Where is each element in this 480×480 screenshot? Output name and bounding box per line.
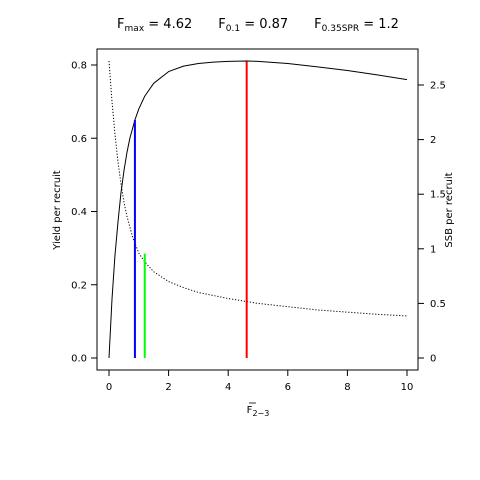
y-axis-left-label: Yield per recruit bbox=[52, 170, 63, 251]
x-tick-label: 4 bbox=[225, 382, 231, 393]
series-line-right bbox=[108, 60, 408, 317]
title-symbol: F bbox=[314, 17, 321, 32]
y-right-tick-label: 1 bbox=[430, 244, 436, 255]
series-layer bbox=[108, 60, 408, 359]
y-left-tick-label: 0.0 bbox=[71, 354, 87, 365]
title-subscript: max bbox=[125, 24, 145, 34]
series-line-left bbox=[108, 60, 408, 359]
x-tick-label: 6 bbox=[285, 382, 291, 393]
title-subscript: 0.1 bbox=[226, 24, 240, 34]
title-symbol: F bbox=[218, 17, 225, 32]
plot-frame bbox=[96, 48, 419, 371]
reference-lines bbox=[133, 61, 248, 358]
title-symbol: F bbox=[117, 17, 124, 32]
y-right-tick-label: 0 bbox=[430, 354, 436, 365]
y-right-tick-label: 0.5 bbox=[430, 299, 446, 310]
y-axis-right-label: SSB per recruit bbox=[444, 172, 455, 247]
y-axis-left: 0.0 0.2 0.4 0.6 0.8 bbox=[71, 61, 97, 365]
x-tick-label: 8 bbox=[344, 382, 350, 393]
y-left-tick-label: 0.6 bbox=[71, 134, 87, 145]
y-left-tick-label: 0.8 bbox=[71, 61, 87, 72]
y-left-tick-label: 0.4 bbox=[71, 207, 87, 218]
title-value: = 4.62 bbox=[144, 17, 192, 32]
y-left-tick-label: 0.2 bbox=[71, 280, 87, 291]
x-axis-label: F2−3 bbox=[247, 405, 270, 418]
title-subscript: 0.35SPR bbox=[322, 24, 359, 34]
y-right-tick-label: 2 bbox=[430, 135, 436, 146]
title-value: = 1.2 bbox=[359, 17, 399, 32]
y-right-tick-label: 1.5 bbox=[430, 190, 446, 201]
chart-title: Fmax = 4.62 F0.1 = 0.87 F0.35SPR = 1.2 bbox=[117, 17, 399, 34]
y-right-tick-label: 2.5 bbox=[430, 81, 446, 92]
x-tick-label: 10 bbox=[401, 382, 414, 393]
x-axis: 0 2 4 6 8 10 bbox=[106, 370, 414, 393]
y-axis-right: 0 0.5 1 1.5 2 2.5 bbox=[418, 81, 446, 365]
x-tick-label: 0 bbox=[106, 382, 112, 393]
title-value: = 0.87 bbox=[240, 17, 288, 32]
x-tick-label: 2 bbox=[165, 382, 171, 393]
